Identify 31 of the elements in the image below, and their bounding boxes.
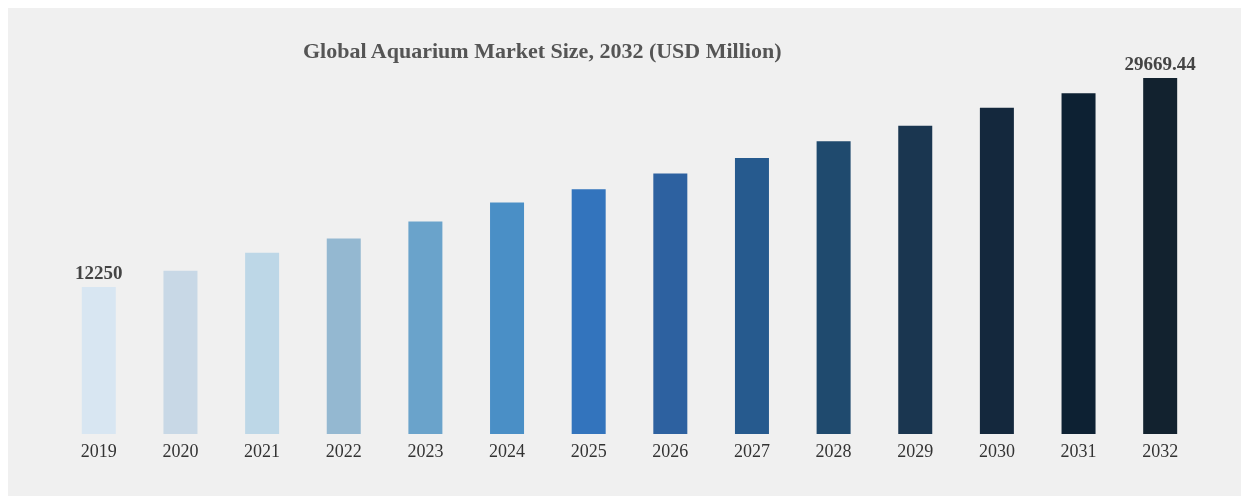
bar bbox=[898, 125, 933, 434]
x-tick-label: 2028 bbox=[815, 441, 852, 461]
bar bbox=[734, 158, 769, 434]
x-tick-label: 2030 bbox=[978, 441, 1015, 461]
x-tick-label: 2031 bbox=[1060, 441, 1097, 461]
x-tick-label: 2020 bbox=[162, 441, 199, 461]
bar bbox=[326, 238, 361, 434]
x-tick-label: 2027 bbox=[733, 441, 770, 461]
bar bbox=[653, 173, 688, 434]
x-tick-label: 2025 bbox=[570, 441, 607, 461]
bar bbox=[1061, 93, 1096, 434]
bar bbox=[81, 287, 116, 434]
bar bbox=[1143, 78, 1178, 434]
x-tick-label: 2023 bbox=[407, 441, 444, 461]
chart-title: Global Aquarium Market Size, 2032 (USD Million) bbox=[303, 37, 782, 63]
bar bbox=[979, 107, 1014, 434]
bar bbox=[490, 202, 525, 434]
x-tick-label: 2024 bbox=[489, 441, 526, 461]
x-tick-label: 2021 bbox=[244, 441, 281, 461]
x-tick-label: 2019 bbox=[80, 441, 117, 461]
data-label: 12250 bbox=[75, 262, 123, 284]
bar bbox=[163, 270, 198, 434]
x-tick-label: 2026 bbox=[652, 441, 689, 461]
bar bbox=[245, 252, 280, 434]
x-tick-label: 2029 bbox=[897, 441, 934, 461]
x-tick-label: 2032 bbox=[1142, 441, 1179, 461]
bar bbox=[571, 189, 606, 434]
data-label: 29669.44 bbox=[1124, 53, 1197, 74]
x-tick-label: 2022 bbox=[325, 441, 362, 461]
bar bbox=[816, 141, 851, 434]
bar bbox=[408, 221, 443, 434]
